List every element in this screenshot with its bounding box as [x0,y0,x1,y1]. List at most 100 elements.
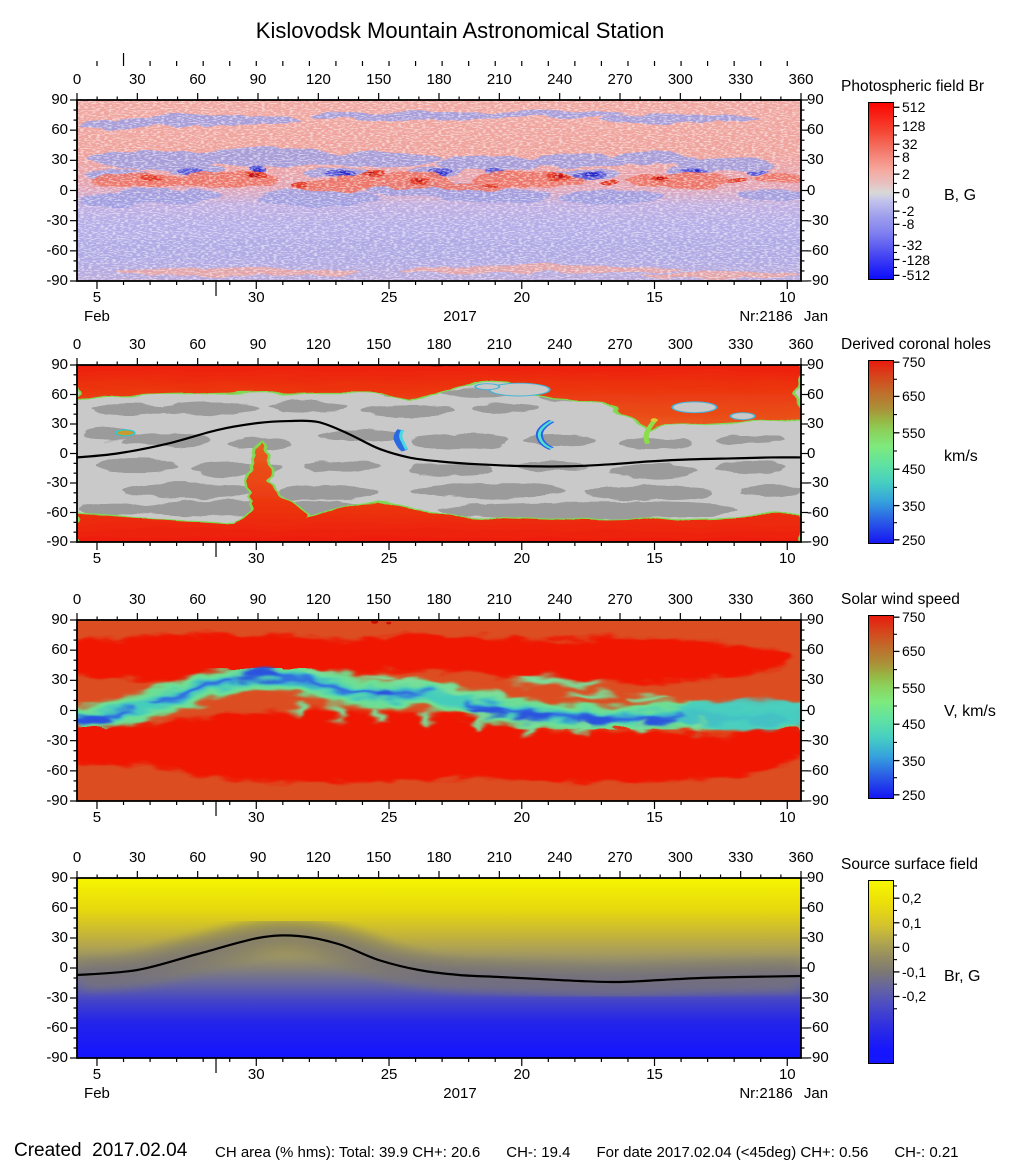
colorbar-tick-label: 650 [902,388,926,405]
lon-tick-label: 210 [486,591,512,608]
colorbar-tick-label: -2 [902,203,915,220]
lon-tick-label: 150 [366,591,392,608]
lat-tick-label-left: 0 [59,701,68,719]
lat-tick-label-right: -90 [807,1049,829,1066]
colorbar-unit-label: km/s [944,448,978,466]
colorbar-tick-label: 650 [902,643,926,660]
colorbar-tick-label: -512 [902,267,931,284]
colorbar-tick-label: 128 [902,117,926,134]
lon-tick-label: 300 [667,336,693,353]
lat-tick-label-right: 90 [807,869,824,886]
map-source-surface-field [77,878,801,1058]
lat-tick-label-left: 90 [51,356,68,373]
page-title: Kislovodsk Mountain Astronomical Station [255,18,665,43]
lon-tick-label: 0 [72,591,82,608]
year-label: 2017 [443,1085,477,1102]
lon-tick-label: 240 [547,849,573,866]
lon-tick-label: 30 [128,71,146,88]
date-tick-label: 30 [247,809,265,826]
top-edge-smudge [430,365,444,367]
map-photospheric-field-br [77,100,801,281]
coronal-holes-image [77,365,801,542]
lon-tick-label: 60 [189,591,206,608]
rotation-label: Nr:2186 [739,1085,793,1102]
colorbar-tick-label: 250 [902,531,926,548]
colorbar-tick-label: 450 [902,716,926,733]
solar-wind-image [77,620,801,801]
lon-tick-label: 30 [128,849,146,866]
lat-tick-label-left: -90 [46,1049,68,1066]
for-date-minus-stat: CH-: 0.21 [894,1144,959,1161]
top-edge-dot [386,621,392,625]
date-tick-label: 30 [247,289,265,306]
colorbar-tick-label: 0 [902,184,910,201]
lat-tick-label-left: 90 [51,91,68,108]
date-tick-label: 20 [513,289,531,306]
date-tick-label: 5 [92,289,102,306]
date-tick-label: 25 [380,1066,398,1083]
date-tick-label: 15 [646,809,663,826]
lon-tick-label: 240 [547,591,573,608]
date-tick-label: 20 [513,809,531,826]
date-tick-label: 5 [92,809,102,826]
colorbar-tick-label: -8 [902,216,915,233]
lat-tick-label-right: 90 [807,356,824,373]
lon-tick-label: 210 [486,849,512,866]
lon-tick-label: 330 [728,591,754,608]
lon-tick-label: 150 [366,71,392,88]
lon-tick-label: 180 [426,849,452,866]
colorbar-unit-label: B, G [944,187,977,205]
date-tick-label: 25 [380,289,398,306]
date-tick-label: 30 [247,550,265,567]
lon-tick-label: 0 [72,71,82,88]
lon-tick-label: 360 [788,591,814,608]
lat-tick-label-right: 30 [807,415,824,432]
lat-tick-label-right: 0 [807,444,816,462]
lon-tick-label: 240 [547,336,573,353]
lat-tick-label-right: 0 [807,181,816,199]
lat-tick-label-right: -60 [807,503,829,521]
ch-area-stats: CH area (% hms): Total: 39.9 CH+: 20.6 [215,1144,481,1161]
lon-tick-label: 300 [667,849,693,866]
lon-tick-label: 210 [486,336,512,353]
lon-tick-label: 360 [788,849,814,866]
top-edge-smudge [449,365,458,367]
lat-tick-label-right: 0 [807,959,816,976]
lat-tick-label-left: 0 [59,959,68,976]
colorbar-tick-label: 350 [902,497,926,514]
lon-tick-label: 240 [547,71,573,88]
lon-tick-label: 150 [366,849,392,866]
lat-tick-label-right: -90 [807,792,829,809]
lat-tick-label-left: -90 [46,533,68,550]
lon-tick-label: 330 [728,849,754,866]
lat-tick-label-left: -30 [46,211,68,229]
ch-area-line: CH area (% hms): Total: 39.9 CH+: 20.6 CH… [215,1144,985,1161]
lon-tick-label: 120 [305,336,331,353]
colorbar-tick-label: -128 [902,251,931,268]
lat-tick-label-right: -90 [807,272,829,289]
lat-tick-label-left: 30 [51,929,68,946]
lon-tick-label: 150 [366,336,392,353]
lat-tick-label-right: 30 [807,671,824,689]
lat-tick-label-left: -60 [46,241,68,259]
lat-tick-label-right: -30 [807,989,829,1006]
date-tick-label: 10 [778,550,796,567]
lat-tick-label-left: 90 [51,611,68,628]
lat-tick-label-left: 90 [51,869,68,886]
lat-tick-label-right: -60 [807,241,829,259]
lon-tick-label: 330 [728,71,754,88]
lat-tick-label-left: 60 [51,899,68,916]
yellow-dot [650,418,658,422]
colorbar-tick-label: 0,1 [902,914,922,931]
lat-tick-label-right: -60 [807,1019,829,1036]
date-tick-label: 10 [778,809,796,826]
colorbar-title: Source surface field [841,856,978,873]
colorbar-title: Solar wind speed [841,591,960,608]
date-tick-label: 25 [380,550,398,567]
lat-tick-label-right: 0 [807,701,816,719]
year-label: 2017 [443,308,477,325]
date-tick-label: 10 [778,289,796,306]
colorbar-solar-wind-speed [868,615,894,799]
lat-tick-label-left: -60 [46,761,68,779]
month-label: Jan [803,308,829,325]
